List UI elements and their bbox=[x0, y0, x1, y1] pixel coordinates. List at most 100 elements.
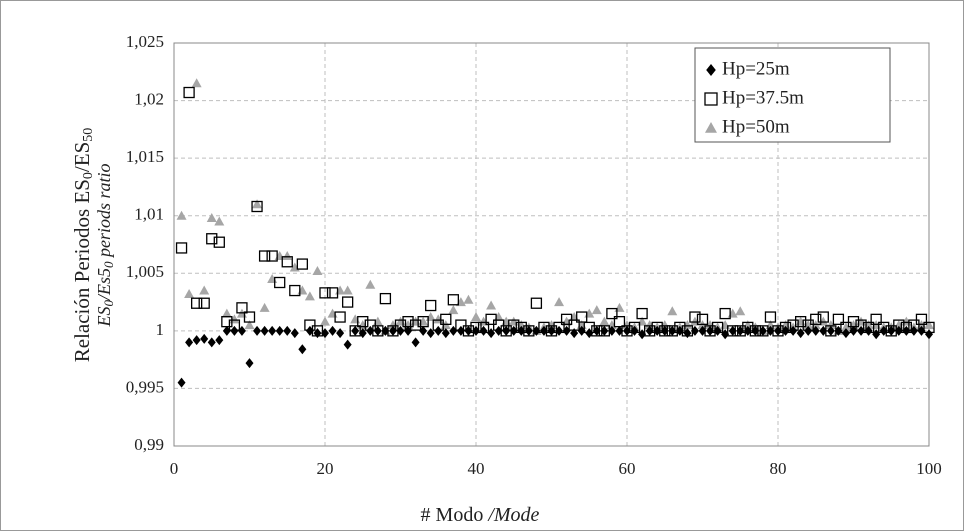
point bbox=[213, 236, 225, 248]
point bbox=[336, 328, 345, 339]
point bbox=[915, 313, 928, 325]
point bbox=[456, 325, 465, 336]
point bbox=[736, 325, 745, 336]
point bbox=[825, 320, 836, 330]
point bbox=[463, 294, 474, 304]
point bbox=[274, 276, 286, 289]
point bbox=[592, 325, 601, 336]
point bbox=[175, 242, 188, 254]
point bbox=[668, 325, 677, 336]
point bbox=[502, 325, 511, 336]
point bbox=[185, 337, 194, 348]
point bbox=[411, 337, 420, 348]
point bbox=[689, 311, 701, 323]
point bbox=[404, 325, 413, 336]
point bbox=[258, 250, 271, 262]
point bbox=[562, 325, 571, 336]
point bbox=[517, 325, 526, 336]
point bbox=[472, 325, 480, 336]
point bbox=[268, 325, 277, 336]
x-tick-label: 60 bbox=[619, 459, 636, 478]
point bbox=[819, 325, 828, 336]
point bbox=[177, 377, 186, 388]
point bbox=[357, 315, 369, 328]
point bbox=[713, 325, 722, 336]
point bbox=[253, 325, 262, 336]
point bbox=[448, 305, 459, 315]
point bbox=[667, 306, 678, 316]
point bbox=[570, 328, 579, 339]
point bbox=[645, 325, 654, 336]
point bbox=[774, 325, 782, 336]
point bbox=[599, 316, 610, 326]
point bbox=[328, 325, 337, 336]
point bbox=[351, 325, 360, 336]
point bbox=[879, 325, 888, 336]
point bbox=[636, 307, 648, 320]
y-label-part: Relación Periodos ES bbox=[70, 179, 94, 362]
point bbox=[342, 285, 353, 295]
point bbox=[200, 333, 209, 344]
point bbox=[192, 335, 201, 346]
point bbox=[917, 325, 926, 336]
point bbox=[426, 328, 435, 339]
x-tick-label: 20 bbox=[317, 459, 334, 478]
point bbox=[606, 307, 618, 320]
point bbox=[864, 325, 873, 336]
point bbox=[576, 311, 588, 323]
point bbox=[539, 325, 548, 336]
point bbox=[298, 344, 307, 355]
point bbox=[319, 287, 331, 299]
point bbox=[485, 313, 497, 325]
point bbox=[706, 325, 715, 336]
y-label-part: 0 bbox=[101, 300, 116, 307]
legend-label: Hp=37.5m bbox=[722, 87, 804, 108]
point bbox=[826, 325, 835, 336]
point bbox=[690, 325, 699, 336]
point bbox=[396, 325, 405, 336]
point bbox=[630, 325, 639, 336]
x-tick-label: 40 bbox=[468, 459, 485, 478]
point bbox=[924, 320, 934, 330]
point bbox=[698, 325, 707, 336]
point bbox=[230, 325, 239, 336]
point bbox=[810, 313, 822, 325]
point bbox=[252, 199, 263, 209]
point bbox=[766, 325, 775, 336]
point bbox=[789, 325, 798, 336]
point bbox=[530, 297, 543, 309]
point bbox=[343, 339, 352, 350]
point bbox=[184, 289, 195, 299]
point bbox=[214, 216, 225, 226]
point bbox=[447, 294, 460, 306]
point bbox=[591, 305, 602, 315]
point bbox=[494, 325, 503, 336]
point bbox=[487, 328, 496, 339]
point bbox=[449, 325, 458, 336]
point bbox=[554, 297, 565, 307]
point bbox=[183, 86, 195, 99]
y-tick-label: 1,025 bbox=[126, 32, 164, 51]
point bbox=[638, 329, 647, 340]
point bbox=[190, 297, 203, 309]
point bbox=[245, 358, 254, 369]
point bbox=[281, 256, 293, 268]
point bbox=[834, 325, 843, 336]
point bbox=[419, 325, 428, 336]
point bbox=[471, 312, 481, 322]
point bbox=[425, 299, 437, 312]
y-label-part: 0 bbox=[101, 261, 116, 268]
point bbox=[305, 325, 314, 336]
plot-border bbox=[173, 42, 930, 447]
point bbox=[304, 291, 315, 301]
point bbox=[804, 325, 813, 336]
point bbox=[206, 233, 218, 245]
legend-label: Hp=50m bbox=[722, 116, 790, 137]
point bbox=[894, 325, 903, 336]
point bbox=[176, 210, 187, 220]
point bbox=[796, 328, 805, 339]
point bbox=[660, 325, 669, 336]
point bbox=[312, 265, 323, 275]
x-tick-label: 100 bbox=[916, 459, 942, 478]
point bbox=[358, 328, 367, 339]
